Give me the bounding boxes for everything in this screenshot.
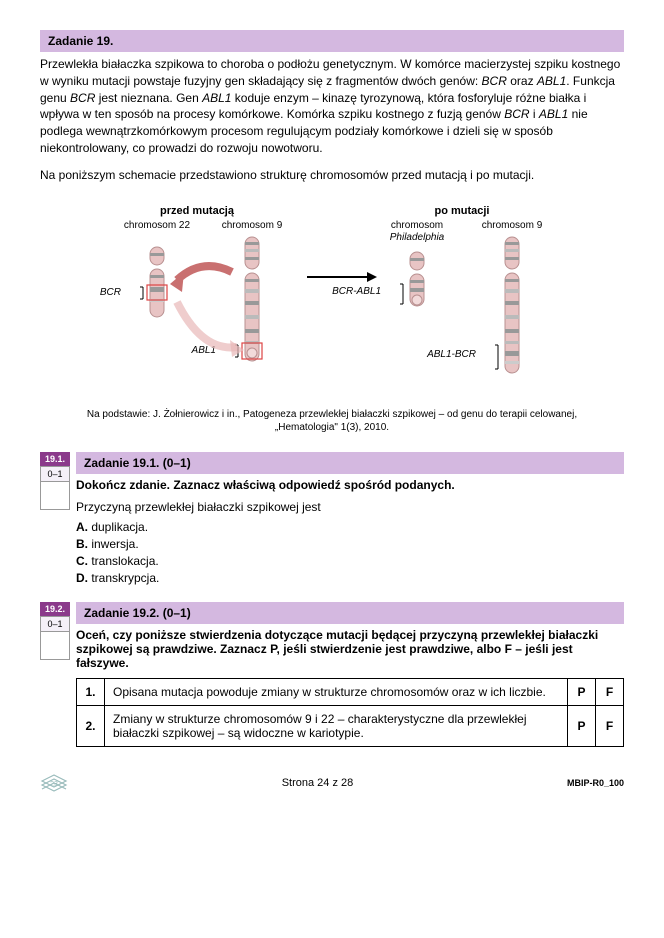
p-cell[interactable]: P <box>568 705 596 746</box>
svg-text:chromosom 9: chromosom 9 <box>482 220 543 231</box>
task-19-header: Zadanie 19. <box>40 30 624 52</box>
option-b[interactable]: B. inwersja. <box>76 537 624 551</box>
option-a[interactable]: A. duplikacja. <box>76 520 624 534</box>
svg-text:chromosom 22: chromosom 22 <box>124 220 191 231</box>
pf-table: 1. Opisana mutacja powoduje zmiany w str… <box>76 678 624 747</box>
chromosome-diagram: przed mutacją po mutacji chromosom 22 ch… <box>40 194 624 393</box>
task-19-schematic-intro: Na poniższym schemacie przedstawiono str… <box>40 167 624 184</box>
f-cell[interactable]: F <box>596 705 624 746</box>
before-label: przed mutacją <box>160 205 235 217</box>
task-191-instruction: Dokończ zdanie. Zaznacz właściwą odpowie… <box>76 478 624 492</box>
option-d[interactable]: D. transkrypcja. <box>76 571 624 585</box>
option-c[interactable]: C. translokacja. <box>76 554 624 568</box>
citation: Na podstawie: J. Żołnierowicz i in., Pat… <box>40 408 624 434</box>
svg-text:BCR-ABL1: BCR-ABL1 <box>332 286 381 297</box>
svg-text:chromosom: chromosom <box>391 220 443 231</box>
p-cell[interactable]: P <box>568 678 596 705</box>
svg-text:BCR: BCR <box>100 287 121 298</box>
pages-icon: 23 <box>40 771 68 795</box>
task-192-header: Zadanie 19.2. (0–1) <box>76 602 624 624</box>
score-box-192: 19.2. 0–1 <box>40 602 70 747</box>
svg-text:chromosom 9: chromosom 9 <box>222 220 283 231</box>
table-row: 1. Opisana mutacja powoduje zmiany w str… <box>77 678 624 705</box>
table-row: 2. Zmiany w strukturze chromosomów 9 i 2… <box>77 705 624 746</box>
after-label: po mutacji <box>434 205 489 217</box>
score-box-191: 19.1. 0–1 <box>40 452 70 588</box>
task-191-prompt: Przyczyną przewlekłej białaczki szpikowe… <box>76 500 624 514</box>
f-cell[interactable]: F <box>596 678 624 705</box>
page-number: Strona 24 z 28 <box>68 777 567 789</box>
svg-text:ABL1-BCR: ABL1-BCR <box>426 349 476 360</box>
task-19-paragraph: Przewlekła białaczka szpikowa to choroba… <box>40 56 624 157</box>
task-192-instruction: Oceń, czy poniższe stwierdzenia dotycząc… <box>76 628 624 670</box>
svg-text:Philadelphia: Philadelphia <box>390 232 445 243</box>
doc-code: MBIP-R0_100 <box>567 778 624 788</box>
task-191-header: Zadanie 19.1. (0–1) <box>76 452 624 474</box>
svg-text:23: 23 <box>50 781 58 788</box>
